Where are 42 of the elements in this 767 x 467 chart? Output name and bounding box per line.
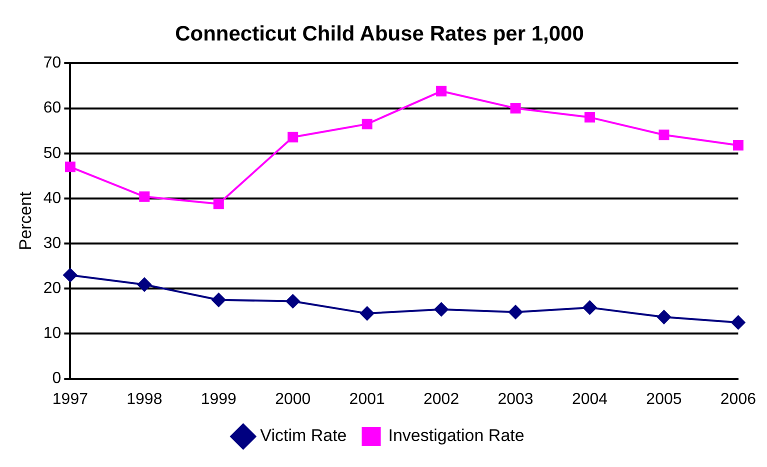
point [658, 130, 670, 140]
legend-label: Victim Rate [260, 426, 347, 446]
y-tick-label: 60 [43, 100, 62, 117]
x-tick-label: 2003 [498, 390, 534, 408]
legend-label: Investigation Rate [388, 426, 524, 446]
chart-title: Connecticut Child Abuse Rates per 1,000 [175, 22, 584, 46]
point [286, 294, 300, 308]
point [436, 86, 447, 96]
y-tick-label: 0 [52, 370, 62, 388]
point [63, 268, 78, 282]
point [288, 132, 298, 142]
x-tick-label: 2001 [349, 390, 385, 408]
y-tick-label: 30 [43, 234, 62, 252]
x-tick-label: 2005 [646, 390, 682, 408]
point [732, 140, 744, 150]
point [212, 292, 226, 307]
point [362, 118, 372, 130]
point [582, 300, 597, 315]
point [64, 162, 76, 172]
x-tick-label: 1999 [200, 390, 237, 408]
x-tick-label: 2000 [275, 390, 311, 408]
point [139, 191, 150, 202]
x-tick-label: 2006 [720, 390, 756, 408]
x-tick-label: 1998 [126, 390, 162, 408]
point [360, 306, 374, 320]
point [510, 103, 521, 114]
point [584, 112, 595, 123]
y-tick-label: 10 [43, 325, 62, 342]
point [434, 302, 448, 316]
x-tick-label: 2004 [572, 390, 608, 408]
point [656, 310, 671, 324]
x-tick-label: 2002 [424, 390, 460, 408]
point [137, 278, 152, 292]
x-tick-label: 1997 [52, 390, 88, 408]
y-tick-label: 40 [43, 190, 62, 207]
point [508, 305, 523, 320]
point [731, 315, 746, 330]
y-axis-title: Percent [16, 191, 35, 250]
y-tick-label: 50 [43, 144, 62, 162]
y-tick-label: 20 [43, 280, 62, 298]
point [213, 198, 224, 210]
y-tick-label: 70 [43, 54, 62, 72]
